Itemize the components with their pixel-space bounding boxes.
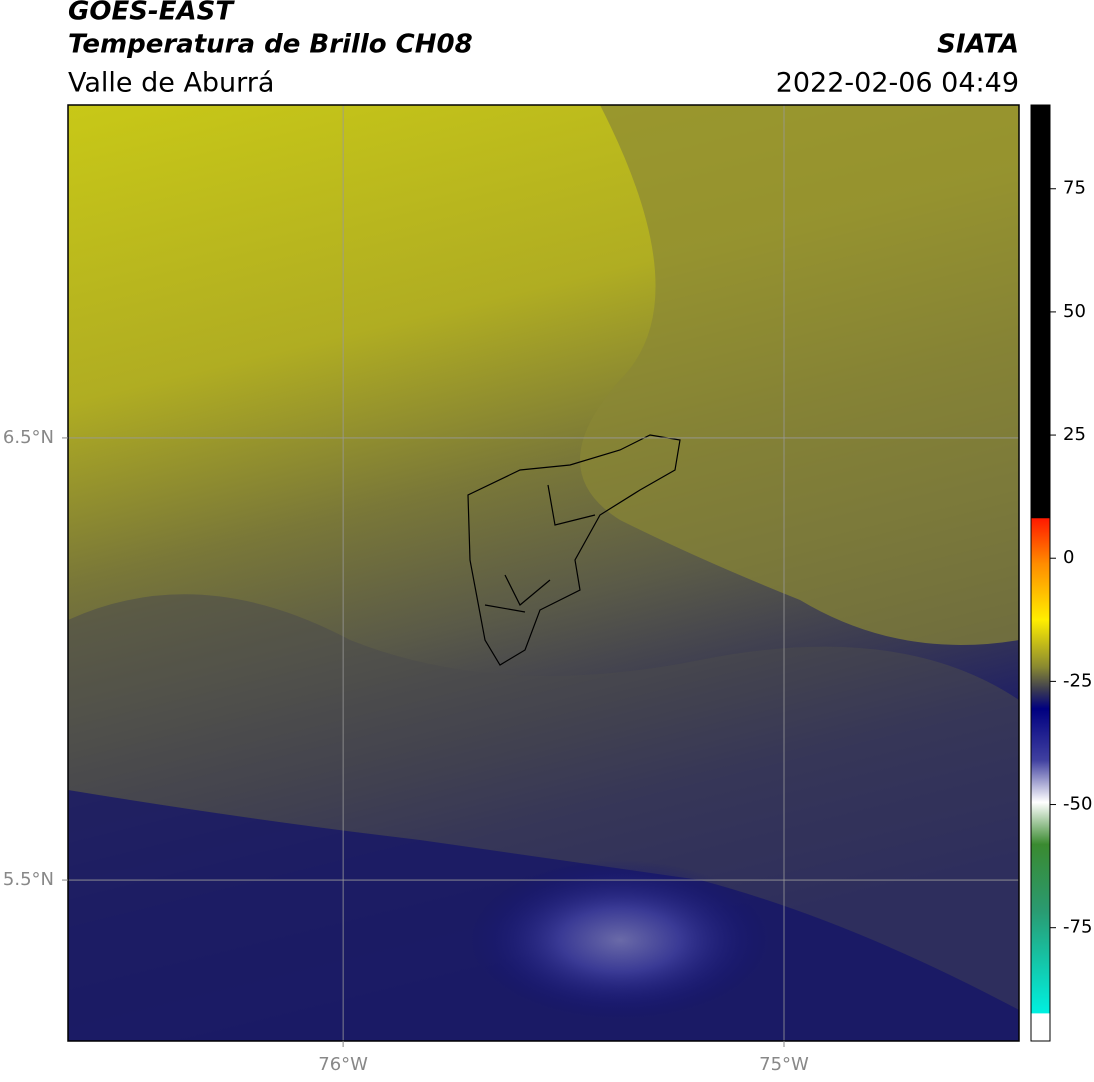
subtitle: Temperatura de Brillo CH08	[68, 30, 473, 60]
colorbar-tick-label: -75	[1063, 917, 1092, 938]
datetime: 2022-02-06 04:49	[776, 68, 1019, 99]
grid	[68, 105, 1019, 1041]
map-field	[68, 105, 1019, 1041]
source: SIATA	[937, 30, 1019, 60]
colorbar-tick-label: 50	[1063, 301, 1086, 322]
title: GOES-EAST	[68, 0, 235, 27]
colorbar-tick-label: -25	[1063, 670, 1092, 691]
colorbar-tick-label: -50	[1063, 794, 1092, 815]
y-tick-label: 5.5°N	[3, 869, 54, 890]
colorbar-tick-label: 75	[1063, 178, 1086, 199]
colorbar	[1030, 104, 1051, 1042]
region: Valle de Aburrá	[68, 68, 274, 99]
colorbar-tick-label: 25	[1063, 424, 1086, 445]
colorbar-tick-label: 0	[1063, 547, 1074, 568]
y-tick-label: 6.5°N	[3, 427, 54, 448]
x-tick-label: 75°W	[759, 1054, 809, 1075]
x-tick-label: 76°W	[318, 1054, 368, 1075]
map-frame	[67, 104, 1020, 1042]
